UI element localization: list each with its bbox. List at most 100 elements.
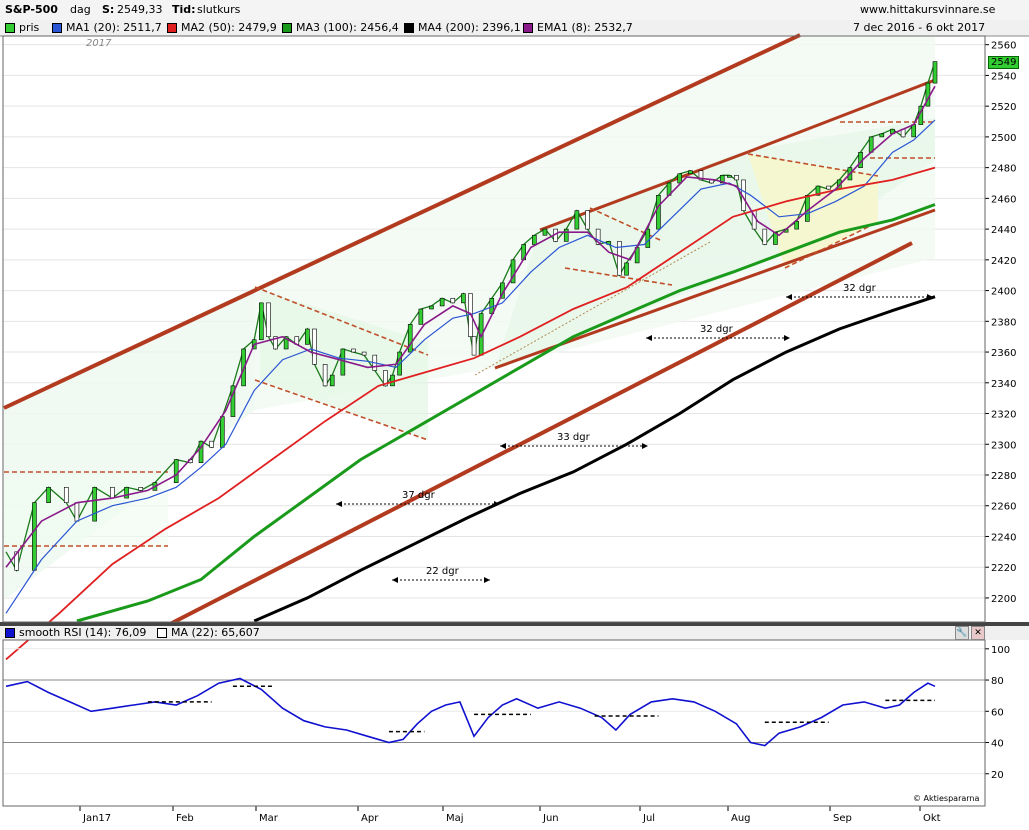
candle-body xyxy=(762,228,768,245)
legend-swatch xyxy=(52,23,62,33)
candle-body xyxy=(46,486,51,503)
dashed-trendline xyxy=(254,286,429,356)
candle-body xyxy=(439,297,445,307)
rsi-y-tick-label: 100 xyxy=(991,645,1010,656)
y-tick-label: 2520 xyxy=(991,102,1016,113)
candle-body xyxy=(283,336,289,350)
series-line-5 xyxy=(5,85,936,568)
legend-ma2: MA2 (50): 2479,9 xyxy=(167,21,277,34)
candle-body xyxy=(429,305,434,310)
site-url[interactable]: www.hittakursvinnare.se xyxy=(860,3,996,16)
x-tick-label: Apr xyxy=(361,813,379,824)
candle-body xyxy=(305,328,310,345)
candle-body xyxy=(173,459,179,483)
legend-swatch xyxy=(282,23,292,33)
candle-body xyxy=(617,241,622,276)
candle-body xyxy=(258,302,264,341)
y-tick-label: 2280 xyxy=(991,471,1016,482)
legend-rsi: smooth RSI (14): 76,09 xyxy=(5,626,146,639)
y-tick-label: 2340 xyxy=(991,379,1016,390)
y-tick-label: 2500 xyxy=(991,133,1016,144)
candle-body xyxy=(624,262,629,276)
annotation-label: 32 dgr xyxy=(700,324,733,335)
candle-body xyxy=(209,440,214,448)
x-tick-label: Maj xyxy=(446,813,464,824)
period-label: dag xyxy=(70,3,91,16)
y-tick-label: 2540 xyxy=(991,71,1016,82)
legend-ma4: MA4 (200): 2396,1 xyxy=(404,21,521,34)
date-range: 7 dec 2016 - 6 okt 2017 xyxy=(853,21,986,34)
arrowhead xyxy=(500,443,506,449)
y-tick-label: 2560 xyxy=(991,41,1016,52)
y-tick-label: 2300 xyxy=(991,440,1016,451)
rsi-y-tick-label: 60 xyxy=(991,707,1004,718)
y-tick-label: 2200 xyxy=(991,594,1016,605)
candle-body xyxy=(219,416,225,448)
range-fill xyxy=(4,472,168,547)
arrowhead xyxy=(927,294,933,300)
arrowhead xyxy=(642,443,648,449)
channel-upper-line xyxy=(3,33,801,410)
annotation-label: 22 dgr xyxy=(426,566,459,577)
legend-ma1: MA1 (20): 2511,7 xyxy=(52,21,162,34)
x-tick-label: Jan17 xyxy=(82,813,111,824)
y-tick-label: 2260 xyxy=(991,502,1016,513)
dashed-trendline xyxy=(564,267,673,286)
candle-body xyxy=(911,124,917,138)
channel-lower-line xyxy=(169,241,913,626)
annotation-label: 32 dgr xyxy=(843,283,876,294)
annotation-label: 37 dgr xyxy=(402,490,435,501)
y-tick-label: 2460 xyxy=(991,194,1016,205)
x-tick-label: Jun xyxy=(542,813,559,824)
close-icon[interactable]: ✕ xyxy=(971,626,985,640)
candle-body xyxy=(14,551,19,571)
time-label: Tid: xyxy=(172,3,196,16)
x-tick-label: Feb xyxy=(176,813,194,824)
candle-body xyxy=(322,364,328,387)
candle-body xyxy=(273,336,278,350)
candle-body xyxy=(805,194,810,222)
candle-body xyxy=(124,486,129,499)
series-line-1 xyxy=(5,119,936,614)
candle-body xyxy=(198,440,204,464)
symbol-title: S&P-500 xyxy=(5,3,58,16)
legend-swatch xyxy=(5,628,15,638)
legend-swatch xyxy=(167,23,177,33)
candle-body xyxy=(138,486,144,491)
rsi-gridlines xyxy=(3,648,985,775)
legend-rsi-ma: MA (22): 65,607 xyxy=(157,626,260,639)
candle-body xyxy=(461,293,466,304)
candle-body xyxy=(794,221,800,230)
arrowhead xyxy=(786,294,792,300)
copyright-text: © Aktiespararna xyxy=(913,794,980,803)
rsi-series-lines xyxy=(5,677,936,747)
x-tick-label: Aug xyxy=(731,813,751,824)
rsi-y-tick-label: 40 xyxy=(991,739,1004,750)
candle-body xyxy=(74,502,80,522)
candle-body xyxy=(734,175,739,181)
candle-body xyxy=(688,170,693,175)
arrowhead xyxy=(784,335,790,341)
candle-body xyxy=(92,486,97,522)
x-tick-label: Sep xyxy=(833,813,852,824)
candle-body xyxy=(815,185,821,196)
y-tick-label: 2420 xyxy=(991,256,1016,267)
candle-body xyxy=(407,324,413,353)
y-tick-label: 2440 xyxy=(991,225,1016,236)
x-axis: Jan17 Feb Mar Apr Maj Jun Jul Aug Sep Okt xyxy=(79,806,941,824)
dashed-trendline xyxy=(747,153,879,177)
legend-swatch xyxy=(5,23,15,33)
series-line-2 xyxy=(5,166,936,661)
y-tick-label: 2380 xyxy=(991,317,1016,328)
arrowhead xyxy=(392,577,398,583)
wrench-icon[interactable]: 🔧 xyxy=(955,626,969,640)
arrowhead xyxy=(494,501,500,507)
candle-body xyxy=(595,228,601,245)
inner-channel-upper xyxy=(747,78,936,154)
rsi-y-tick-label: 80 xyxy=(991,676,1004,687)
candle-body xyxy=(351,348,356,353)
candle-body xyxy=(826,185,831,190)
candle-body xyxy=(329,374,335,387)
close-value: 2549,33 xyxy=(117,3,163,16)
